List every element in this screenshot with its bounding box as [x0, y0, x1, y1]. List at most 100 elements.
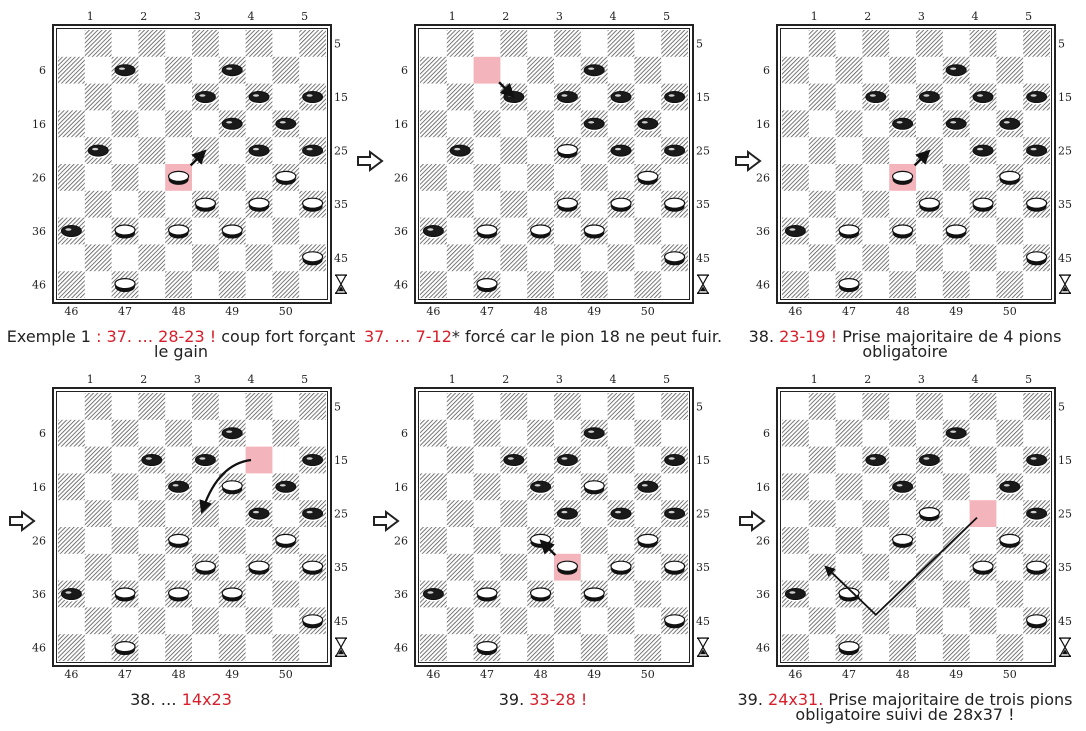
dark-square	[916, 393, 943, 420]
white-piece	[999, 533, 1021, 548]
white-piece	[918, 197, 940, 212]
black-piece	[972, 91, 994, 105]
dark-square	[942, 473, 970, 501]
coord-label-top: 2	[864, 373, 871, 386]
dark-square	[782, 110, 809, 138]
dark-square	[245, 244, 273, 272]
coord-label-right: 45	[696, 252, 710, 265]
dark-square	[969, 393, 997, 420]
coord-label-right: 25	[334, 508, 348, 521]
dark-square	[218, 271, 246, 298]
white-piece	[114, 641, 136, 656]
dark-square	[138, 607, 166, 635]
white-piece	[476, 224, 498, 239]
dark-square	[192, 244, 219, 272]
black-piece	[664, 454, 686, 468]
dark-square	[299, 30, 326, 57]
dark-square	[916, 553, 943, 581]
dark-square	[862, 607, 890, 635]
white-piece	[972, 197, 994, 212]
board-inner-frame	[418, 391, 690, 663]
right-arrow-outline-icon	[357, 150, 384, 172]
coord-label-left: 46	[32, 279, 46, 292]
hourglass-icon	[1058, 274, 1072, 295]
dark-square	[782, 527, 809, 554]
coord-label-bottom: 48	[534, 668, 548, 681]
coord-label-left: 6	[763, 427, 770, 440]
coord-label-left: 36	[394, 588, 408, 601]
dark-square	[808, 446, 836, 474]
white-piece	[610, 560, 632, 575]
coord-label-bottom: 50	[279, 305, 293, 318]
coord-label-top: 5	[1025, 373, 1032, 386]
dark-square	[942, 634, 970, 661]
coord-label-bottom: 46	[426, 305, 440, 318]
caption-1: Exemple 1 : 37. … 28-23 ! coup fort forç…	[0, 327, 362, 360]
coord-label-right: 25	[696, 145, 710, 158]
black-piece	[556, 507, 578, 522]
white-piece	[221, 587, 243, 602]
coord-label-bottom: 48	[172, 305, 186, 318]
hourglass-icon	[1058, 637, 1072, 658]
white-piece	[583, 224, 605, 239]
dark-square	[916, 607, 943, 635]
capture-path-arrow	[824, 516, 978, 617]
dark-square	[84, 500, 112, 527]
right-arrow-outline-icon	[9, 510, 36, 532]
coord-label-left: 26	[394, 171, 408, 184]
dark-square	[420, 271, 447, 298]
coord-label-left: 46	[394, 642, 408, 655]
dark-square	[192, 607, 219, 635]
black-piece	[784, 588, 806, 602]
white-piece	[302, 251, 324, 266]
black-piece	[248, 91, 270, 105]
dark-square	[111, 164, 139, 191]
caption-1-part-2: : 37. … 28-23 !	[90, 327, 217, 346]
caption-2: 37. … 7-12* forcé car le pion 18 ne peut…	[362, 327, 724, 346]
white-piece	[302, 560, 324, 575]
dark-square	[554, 607, 581, 635]
dark-square	[272, 580, 300, 608]
white-piece	[1026, 560, 1048, 575]
dark-square	[84, 190, 112, 218]
white-piece	[302, 197, 324, 212]
dark-square	[138, 30, 166, 57]
coord-label-left: 6	[401, 64, 408, 77]
dark-square	[500, 137, 528, 164]
diagram-panel-4: 1 2 3 4 5 46 47 48 49 50 6 16 26 36 46 5 15 25 35 45 38. … …	[0, 363, 362, 728]
coord-label-top: 3	[194, 373, 201, 386]
dark-square	[420, 419, 447, 447]
dark-square	[835, 56, 863, 84]
dark-square	[634, 580, 662, 608]
coord-label-left: 26	[394, 534, 408, 547]
dark-square	[942, 164, 970, 191]
hourglass-icon	[334, 637, 348, 658]
white-piece	[275, 170, 297, 185]
caption-6-part-3: Prise majoritaire de trois pions obligat…	[795, 690, 1073, 724]
diagram-panel-3: 1 2 3 4 5 46 47 48 49 50 6 16 26 36 46 5 15 25 35 45 38. 23…	[724, 0, 1086, 365]
dark-square	[782, 473, 809, 501]
black-piece	[87, 144, 109, 159]
black-piece	[503, 454, 525, 468]
dark-square	[420, 164, 447, 191]
dark-square	[808, 500, 836, 527]
dark-square	[192, 393, 219, 420]
coord-label-bottom: 46	[64, 305, 78, 318]
dark-square	[889, 580, 916, 608]
coord-label-top: 4	[610, 373, 617, 386]
coord-label-top: 3	[556, 10, 563, 23]
dark-square	[782, 419, 809, 447]
black-piece	[945, 117, 967, 132]
dark-square	[808, 553, 836, 581]
coord-label-left: 26	[756, 534, 770, 547]
dark-square	[996, 419, 1024, 447]
dark-square	[808, 30, 836, 57]
caption-2-part-1: 37. … 7-12	[363, 327, 452, 346]
dark-square	[782, 164, 809, 191]
black-piece	[664, 507, 686, 522]
dark-square	[218, 634, 246, 661]
coord-label-left: 16	[32, 481, 46, 494]
caption-3: 38. 23-19 ! Prise majoritaire de 4 pions…	[724, 329, 1086, 360]
